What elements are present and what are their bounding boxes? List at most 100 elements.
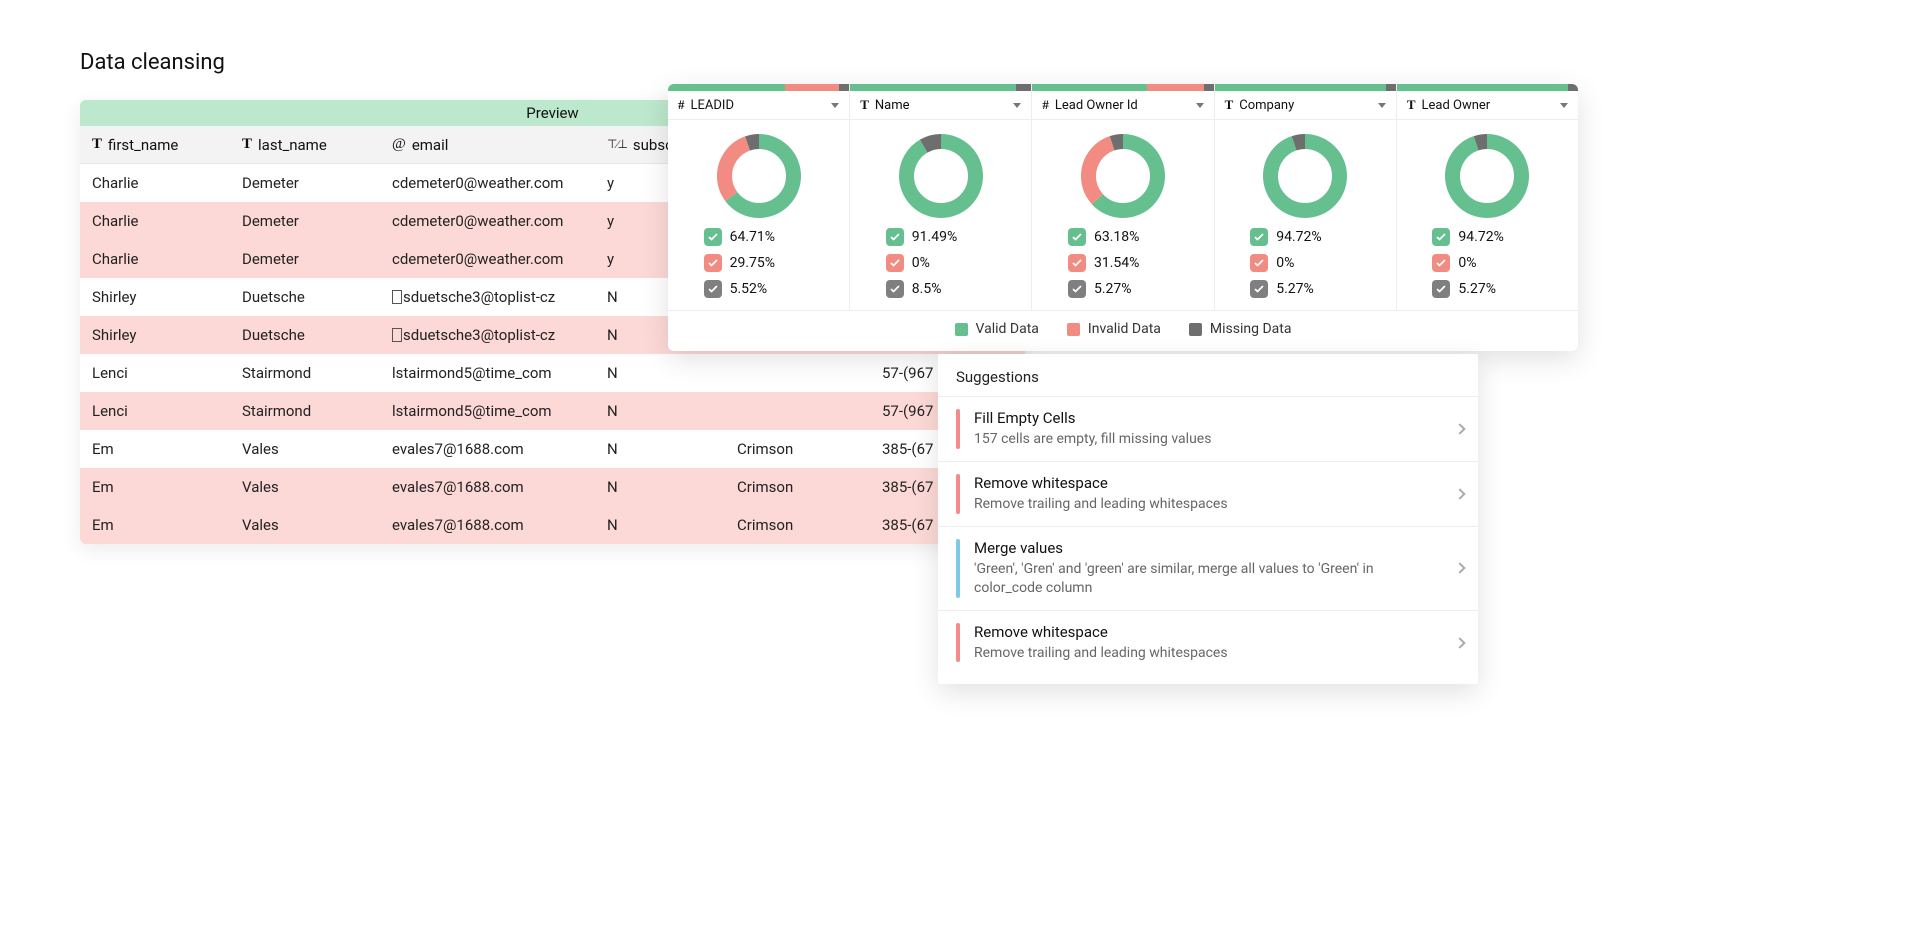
quality-col: 91.49% 0% 8.5% (850, 120, 1032, 310)
suggestion-description: Remove trailing and leading whitespaces (974, 495, 1442, 514)
email-type-icon (392, 136, 406, 153)
quality-headers-row: LEADID Name Lead Owner Id Company Lead O… (668, 91, 1578, 120)
suggestion-accent (956, 409, 960, 449)
suggestion-item[interactable]: Remove whitespace Remove trailing and le… (938, 461, 1478, 526)
stat-missing: 8.5% (886, 280, 996, 298)
page-title: Data cleansing (80, 50, 225, 75)
table-cell: Em (80, 516, 230, 534)
quality-bodies-row: 64.71% 29.75% 5.52% 91.49% 0% 8.5% 63.18… (668, 120, 1578, 310)
table-cell: sduetsche3@toplist-cz (380, 326, 595, 344)
table-cell: Demeter (230, 250, 380, 268)
quality-col: 64.71% 29.75% 5.52% (668, 120, 850, 310)
table-row[interactable]: LenciStairmondlstairmond5@time_comN57-(9… (80, 354, 1025, 392)
quality-col-header[interactable]: Company (1215, 91, 1396, 120)
table-cell: N (595, 402, 725, 420)
quality-bar (850, 84, 1032, 91)
stat-missing: 5.27% (1432, 280, 1542, 298)
quality-col-name: Company (1239, 98, 1294, 113)
table-cell: Lenci (80, 364, 230, 382)
table-cell: Stairmond (230, 364, 380, 382)
col-header-email[interactable]: email (380, 136, 595, 154)
check-icon (886, 254, 904, 272)
chevron-down-icon[interactable] (1560, 103, 1568, 108)
table-cell: Demeter (230, 174, 380, 192)
stat-missing: 5.52% (704, 280, 814, 298)
quality-col: 94.72% 0% 5.27% (1397, 120, 1578, 310)
table-cell: Lenci (80, 402, 230, 420)
table-row[interactable]: EmValesevales7@1688.comNCrimson385-(67 (80, 430, 1025, 468)
chevron-right-icon (1454, 488, 1465, 499)
check-icon (1250, 280, 1268, 298)
check-icon (704, 228, 722, 246)
text-type-icon (860, 97, 869, 113)
suggestion-item[interactable]: Remove whitespace Remove trailing and le… (938, 610, 1478, 675)
table-row[interactable]: LenciStairmondlstairmond5@time_comN57-(9… (80, 392, 1025, 430)
suggestions-title: Suggestions (938, 354, 1478, 396)
quality-donut (668, 120, 849, 224)
quality-col: 94.72% 0% 5.27% (1215, 120, 1397, 310)
check-icon (1068, 254, 1086, 272)
legend-label: Invalid Data (1088, 321, 1161, 337)
quality-col-header[interactable]: LEADID (668, 91, 849, 120)
suggestion-title: Merge values (974, 539, 1442, 557)
col-header-label: last_name (258, 136, 327, 154)
legend-swatch-valid (955, 323, 968, 336)
quality-col-header[interactable]: Name (850, 91, 1031, 120)
chevron-down-icon[interactable] (831, 103, 839, 108)
table-cell: Duetsche (230, 326, 380, 344)
table-cell: Crimson (725, 478, 870, 496)
table-cell: cdemeter0@weather.com (380, 250, 595, 268)
table-cell: Charlie (80, 174, 230, 192)
quality-col-header[interactable]: Lead Owner (1397, 91, 1578, 120)
table-row[interactable]: EmValesevales7@1688.comNCrimson385-(67 (80, 468, 1025, 506)
chevron-right-icon (1454, 423, 1465, 434)
check-icon (886, 228, 904, 246)
table-cell: Shirley (80, 326, 230, 344)
table-cell: Stairmond (230, 402, 380, 420)
quality-legend: Valid Data Invalid Data Missing Data (668, 310, 1578, 351)
stat-valid: 63.18% (1068, 228, 1178, 246)
tofu-icon (392, 328, 402, 342)
check-icon (1432, 280, 1450, 298)
stat-invalid: 31.54% (1068, 254, 1178, 272)
stat-invalid: 0% (1432, 254, 1542, 272)
tofu-icon (392, 290, 402, 304)
chevron-down-icon[interactable] (1196, 103, 1204, 108)
table-cell: Vales (230, 516, 380, 534)
suggestions-panel: Suggestions Fill Empty Cells 157 cells a… (938, 354, 1478, 684)
chevron-down-icon[interactable] (1378, 103, 1386, 108)
suggestion-title: Fill Empty Cells (974, 409, 1442, 427)
check-icon (1250, 254, 1268, 272)
legend-missing: Missing Data (1189, 321, 1292, 337)
legend-valid: Valid Data (955, 321, 1039, 337)
quality-col-header[interactable]: Lead Owner Id (1032, 91, 1213, 120)
table-cell: Vales (230, 478, 380, 496)
table-cell: Demeter (230, 212, 380, 230)
suggestion-item[interactable]: Fill Empty Cells 157 cells are empty, fi… (938, 396, 1478, 461)
bool-type-icon (607, 136, 627, 153)
col-header-first-name[interactable]: first_name (80, 136, 230, 154)
quality-col-name: Lead Owner Id (1055, 98, 1138, 113)
quality-bar (1032, 84, 1214, 91)
col-header-last-name[interactable]: last_name (230, 136, 380, 154)
quality-donut (1215, 120, 1396, 224)
chevron-right-icon (1454, 637, 1465, 648)
suggestion-description: 'Green', 'Gren' and 'green' are similar,… (974, 560, 1442, 598)
legend-label: Missing Data (1210, 321, 1292, 337)
table-cell: N (595, 440, 725, 458)
table-cell: sduetsche3@toplist-cz (380, 288, 595, 306)
quality-col-name: LEADID (691, 98, 734, 113)
table-row[interactable]: EmValesevales7@1688.comNCrimson385-(67 (80, 506, 1025, 544)
table-cell: Vales (230, 440, 380, 458)
chevron-down-icon[interactable] (1013, 103, 1021, 108)
check-icon (1068, 228, 1086, 246)
text-type-icon (1407, 97, 1416, 113)
quality-donut (1032, 120, 1213, 224)
suggestion-title: Remove whitespace (974, 474, 1442, 492)
suggestion-item[interactable]: Merge values 'Green', 'Gren' and 'green'… (938, 526, 1478, 610)
quality-col-name: Name (875, 98, 910, 113)
suggestion-accent (956, 474, 960, 514)
quality-bar (1397, 84, 1578, 91)
col-header-label: first_name (108, 136, 178, 154)
table-cell: evales7@1688.com (380, 478, 595, 496)
